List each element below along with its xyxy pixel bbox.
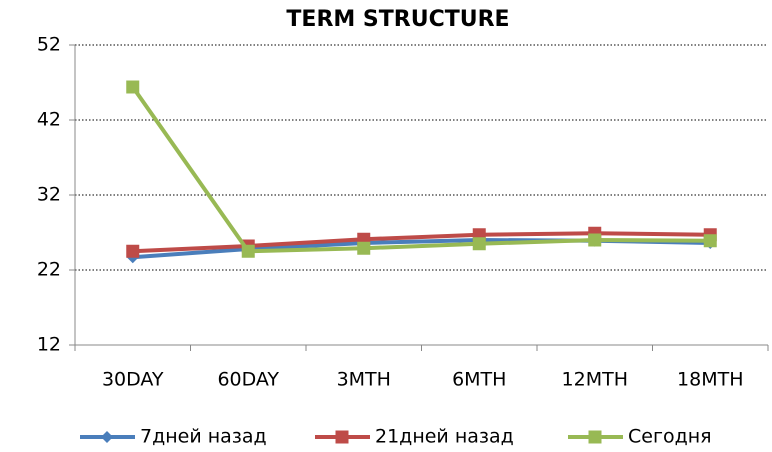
x-tick-label: 30DAY [102,369,164,391]
y-tick-label: 32 [37,184,61,206]
legend-label: 21дней назад [375,426,514,448]
data-point [126,244,140,258]
x-tick-label: 60DAY [217,369,279,391]
legend-marker [101,431,113,443]
series-line [131,85,711,254]
data-point [588,233,602,247]
legend-marker [588,430,602,444]
legend-marker [335,430,349,444]
data-point [703,234,717,248]
data-point [241,244,255,258]
legend-label: Сегодня [628,426,712,448]
data-point [126,80,140,94]
series-line [132,231,711,254]
y-tick-label: 52 [37,34,61,56]
x-tick-label: 6MTH [452,369,506,391]
data-point [472,237,486,251]
y-tick-label: 12 [37,334,61,356]
data-point [357,241,371,255]
x-tick-label: 12MTH [562,369,628,391]
chart-title: TERM STRUCTURE [286,7,509,32]
y-tick-label: 22 [37,259,61,281]
y-tick-label: 42 [37,109,61,131]
legend-label: 7дней назад [140,426,267,448]
x-tick-label: 18MTH [677,369,743,391]
x-tick-label: 3MTH [337,369,391,391]
